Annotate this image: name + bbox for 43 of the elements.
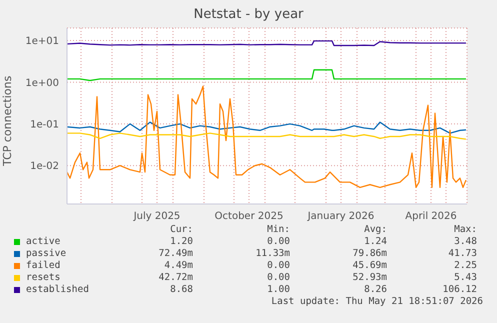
x-tick-label: October 2025 [214,211,284,222]
x-tick-label: April 2026 [405,211,457,222]
text: 79.86m [352,248,387,259]
text: 8.26 [363,284,387,295]
text: Last update: Thu May 21 18:51:07 2026 [271,296,483,307]
legend-label: active [26,236,60,247]
chart-title: Netstat - by year [192,7,304,22]
text: Max: [453,224,477,235]
text: 1.20 [169,236,193,247]
legend-label: passive [26,248,66,259]
text: Cur: [169,224,193,235]
text: 106.12 [442,284,477,295]
line-series [67,122,467,134]
text: Min: [266,224,290,235]
text: 72.49m [158,248,193,259]
y-tick-label: 1e-02 [30,161,59,172]
text: 0.00 [266,236,290,247]
line-series [67,132,467,140]
text: 52.93m [352,272,387,283]
x-tick-label: January 2026 [306,211,374,222]
text: 8.68 [169,284,193,295]
text: 1.00 [266,284,290,295]
text: 4.49m [163,260,193,271]
text: 42.72m [158,272,193,283]
y-axis-title: TCP connections [0,76,14,167]
text: 41.73 [447,248,477,259]
legend-label: resets [26,272,60,283]
text: 5.43 [453,272,477,283]
y-tick-label: 1e+01 [25,36,59,48]
y-tick-label: 1e-01 [30,119,59,130]
text: 0.00 [266,272,290,283]
text: 3.48 [453,236,477,247]
text: 45.69m [352,260,387,271]
text: 1.24 [363,236,387,247]
text: 2.25 [453,260,477,271]
legend-label: failed [26,260,60,271]
line-series [67,86,467,188]
text: 0.00 [266,260,290,271]
text: Avg: [363,224,387,235]
text: 11.33m [254,248,290,259]
y-tick-label: 1e+00 [25,78,59,89]
x-tick-label: July 2025 [132,211,180,222]
legend-label: established [26,284,89,295]
